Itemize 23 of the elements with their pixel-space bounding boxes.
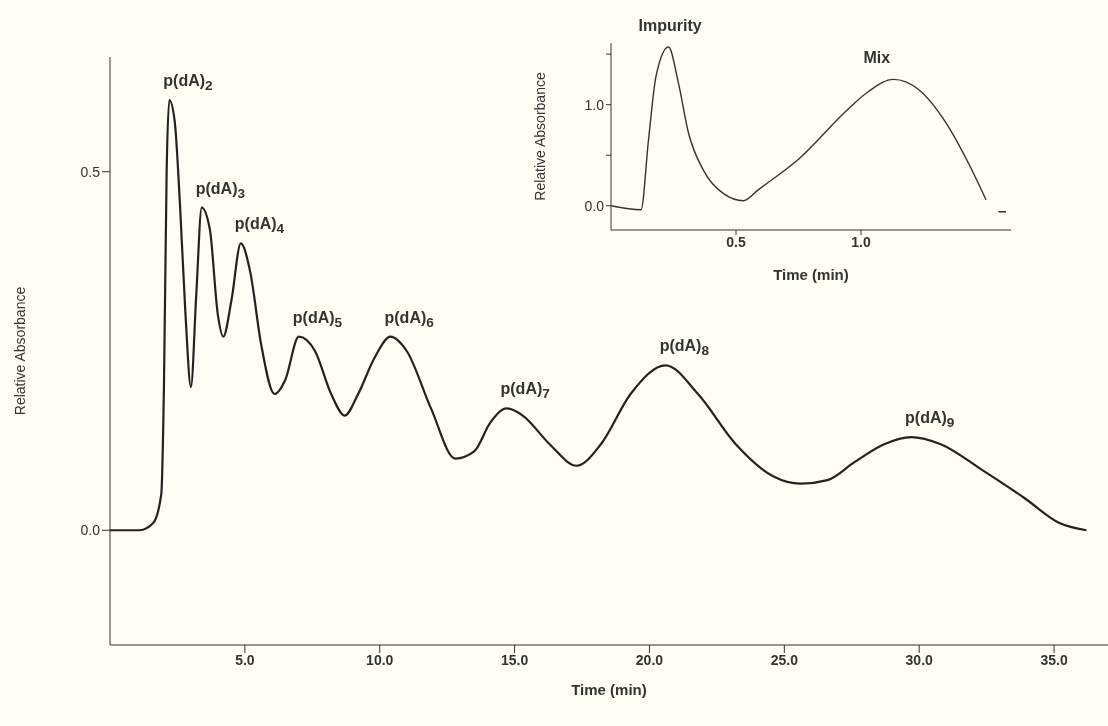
annotation: p(dA)$_{7}$ [500,380,550,401]
annotation: p(dA)$_{4}$ [234,215,285,236]
x-tick-label: 35.0 [1040,651,1068,668]
x-tick-label: 5.0 [235,651,255,668]
x-tick-label: 20.0 [635,651,664,668]
annotation: p(dA)$_{5}$ [292,308,343,330]
annotation: p(dA)$_{8}$ [659,337,710,358]
y-tick-label: 0.0 [584,197,605,214]
x-tick-label: 25.0 [770,651,799,668]
x-tick-label: 30.0 [905,651,934,668]
x-tick-label: 10.0 [366,651,394,668]
x-axis-title: Time (min) [571,681,647,698]
x-tick-label: 15.0 [500,651,529,668]
y-axis-title: Relative Absorbance [11,286,28,416]
annotation: Mix [863,49,891,67]
annotation: Impurity [638,17,702,35]
y-axis-title: Relative Absorbance [531,72,548,201]
annotation: p(dA)$_{3}$ [195,179,246,201]
annotation: p(dA)$_{6}$ [384,308,435,330]
y-tick-label: 0.0 [80,522,101,539]
annotation: p(dA)$_{9}$ [905,409,955,430]
annotation: p(dA)$_{2}$ [163,72,214,93]
x-axis-title: Time (min) [773,266,849,283]
